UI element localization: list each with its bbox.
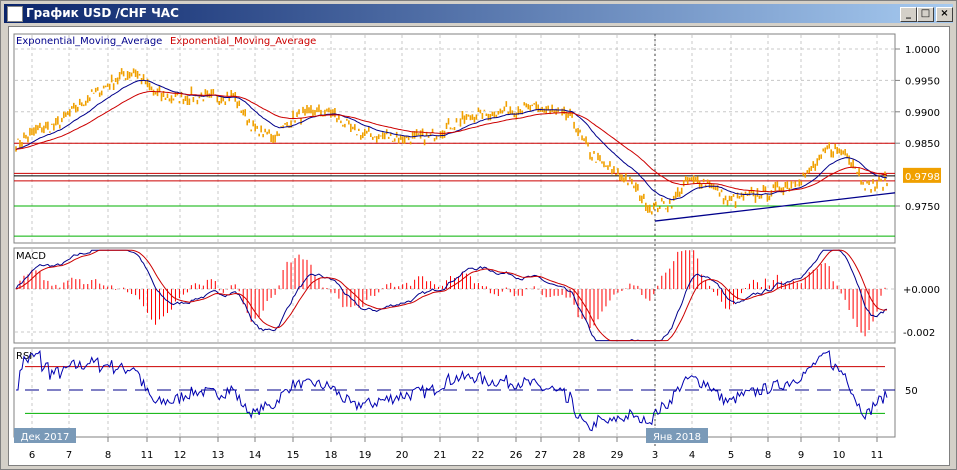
month-label: Дек 2017	[21, 432, 70, 443]
month-label: Янв 2018	[653, 432, 701, 443]
date-label: 11	[871, 450, 884, 461]
macd-tick-label: +0.000	[903, 285, 940, 296]
current-price-badge	[903, 167, 941, 183]
macd-tick-label: -0.002	[903, 328, 935, 339]
date-label: 5	[728, 450, 734, 461]
price-tick-label: 0.9750	[905, 202, 940, 213]
date-label: 4	[689, 450, 695, 461]
date-label: 3	[652, 450, 658, 461]
chart-app-icon	[7, 6, 23, 22]
date-label: 15	[287, 450, 300, 461]
date-label: 27	[535, 450, 548, 461]
date-label: 7	[66, 450, 72, 461]
close-button[interactable]: ×	[936, 7, 953, 22]
date-label: 22	[472, 450, 485, 461]
date-label: 29	[611, 450, 624, 461]
rsi-line	[16, 350, 888, 432]
rsi-panel-frame	[13, 347, 896, 438]
date-label: 8	[105, 450, 111, 461]
trendline	[654, 192, 896, 222]
macd-panel-frame	[13, 247, 896, 344]
price-panel-frame	[13, 33, 896, 244]
date-label: 14	[249, 450, 262, 461]
window-title: График USD /CHF ЧАС	[26, 6, 179, 20]
price-tick-label: 0.9850	[905, 139, 940, 150]
macd-label: MACD	[16, 251, 46, 262]
date-label: 26	[510, 450, 523, 461]
price-tick-label: 0.9900	[905, 108, 940, 119]
minimize-button[interactable]: _	[900, 7, 917, 22]
date-label: 21	[434, 450, 447, 461]
date-label: 9	[798, 450, 804, 461]
date-label: 20	[396, 450, 409, 461]
month-badge	[14, 428, 76, 443]
macd-line	[15, 249, 888, 342]
date-label: 28	[573, 450, 586, 461]
legend-ema-slow: Exponential_Moving_Average	[170, 36, 316, 47]
price-tick-label: 0.9950	[905, 76, 940, 87]
legend-ema-fast: Exponential_Moving_Average	[16, 36, 162, 47]
date-label: 18	[325, 450, 338, 461]
maximize-button[interactable]: □	[917, 7, 934, 22]
price-tick-label: 1.0000	[905, 45, 940, 56]
title-bar[interactable]: График USD /CHF ЧАС _ □ ×	[4, 4, 953, 23]
date-label: 11	[141, 450, 154, 461]
macd-signal-line	[15, 249, 888, 342]
macd-histogram	[19, 250, 886, 337]
date-label: 12	[174, 450, 187, 461]
date-label: 6	[29, 450, 35, 461]
date-label: 13	[212, 450, 225, 461]
month-badge	[646, 428, 708, 443]
date-label: 8	[765, 450, 771, 461]
current-price-label: 0.9798	[905, 172, 940, 183]
date-label: 10	[833, 450, 846, 461]
date-label: 19	[359, 450, 372, 461]
rsi-tick-label: 50	[905, 386, 918, 397]
ema-slow-line	[15, 90, 888, 193]
